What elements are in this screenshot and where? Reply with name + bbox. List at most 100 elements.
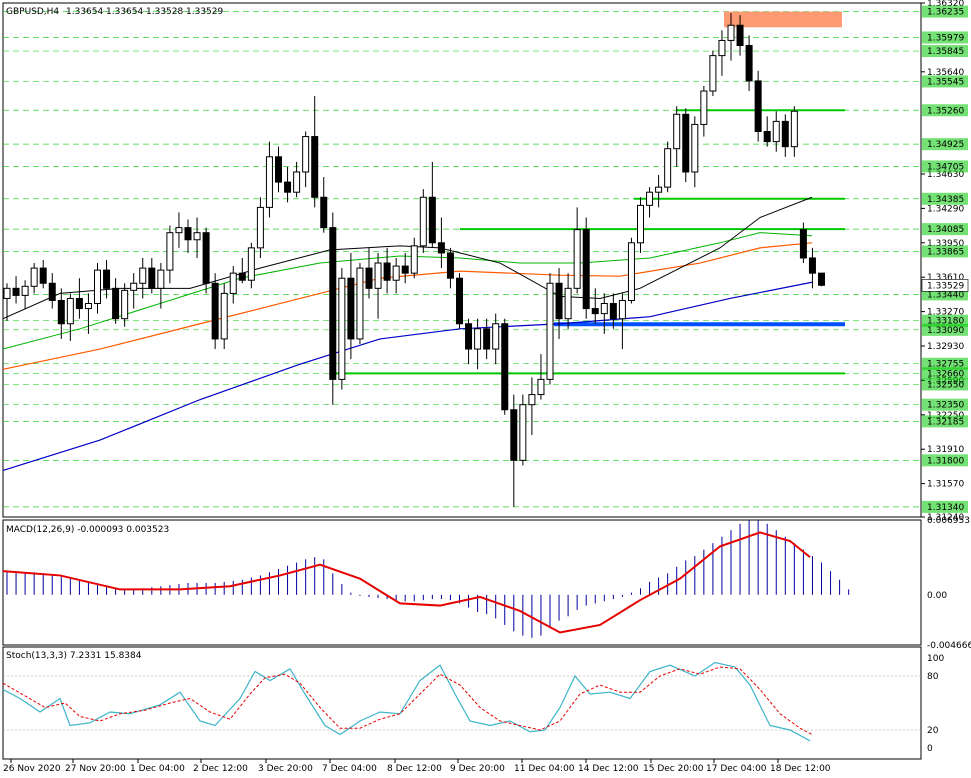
time-label: 11 Dec 04:00 [514,764,575,774]
candle-body [238,272,246,281]
price-axis: 1.36320 1.35640 1.34630 1.34290 1.33950 1.336… [921,0,969,523]
candle-body [419,196,427,247]
candle-body [655,186,663,193]
time-label: 7 Dec 04:00 [322,764,377,774]
candle-body [383,262,391,281]
time-label: 1 Dec 04:00 [130,764,185,774]
candle-body [736,24,744,46]
level-tag-label: 1.32660 [927,369,964,379]
candle-body [437,242,445,254]
price-tick-label: 1.33950 [927,239,964,249]
level-tag [922,160,968,173]
level-tag-label: 1.32550 [927,380,964,390]
stoch-axis-label: 20 [927,726,939,736]
price-tick-label: 1.33610 [927,273,964,283]
candles [3,13,825,507]
candle-body [564,287,572,320]
ma-blue-line [2,281,813,472]
level-tag-label: 1.33440 [927,290,964,300]
candle-body [818,272,825,286]
candle-body [184,227,192,241]
stoch-axis-label: 100 [927,654,944,664]
level-tag [922,367,968,380]
current-price-label: 1.33529 [927,281,964,291]
price-tick-label: 1.33270 [927,308,964,318]
candle-body [57,299,65,325]
candle-body [3,287,11,299]
time-label: 17 Dec 04:00 [706,764,767,774]
level-tag [922,454,968,467]
time-label: 14 Dec 12:00 [578,764,639,774]
candle-body [718,39,726,57]
level-tag-label: 1.35260 [927,106,964,116]
candle-body [555,282,563,320]
candle-body [157,269,165,289]
candle-body [175,227,183,234]
level-tag [922,138,968,151]
candle-body [772,120,780,143]
time-label: 15 Dec 20:00 [643,764,704,774]
candle-body [582,229,590,310]
level-tag [922,45,968,58]
candle-body [66,297,74,325]
candle-body [673,113,681,150]
candle-body [519,404,527,461]
level-tag-label: 1.32350 [927,401,964,411]
candle-body [130,282,138,291]
time-label: 26 Nov 2020 [3,764,61,774]
candle-body [229,272,237,294]
candle-body [591,308,599,315]
level-tag-label: 1.33865 [927,247,964,257]
stoch-axis-label: 0 [927,744,933,754]
level-tag-label: 1.32185 [927,417,964,427]
candle-body [347,277,355,340]
stoch-panel [2,646,922,760]
candle-body [84,303,92,310]
price-tick-label: 1.32930 [927,342,964,352]
price-panel [2,2,922,518]
ma-orange-line [2,242,813,370]
time-axis: 26 Nov 2020 27 Nov 20:00 1 Dec 04:00 2 Dec … [3,759,831,774]
candle-body [329,227,337,380]
time-label: 18 Dec 12:00 [770,764,831,774]
candle-body [474,328,482,350]
candle-body [103,269,111,289]
candle-body [275,156,282,183]
candle-body [139,267,147,284]
candle-body [745,44,753,82]
stoch-signal-line [2,666,813,735]
level-tag-label: 1.34705 [927,162,964,172]
level-tag [922,323,968,336]
current-price-tag [921,279,969,292]
price-tick-label: 1.31910 [927,445,964,455]
level-tag [922,357,968,370]
stochastic-indicator: 100 80 20 0 [2,654,944,754]
time-label: 2 Dec 12:00 [193,764,248,774]
candle-body [609,303,617,320]
candle-body [428,196,436,244]
candle-body [573,229,581,289]
resistance-zone [724,11,842,28]
level-tag [922,75,968,88]
candle-body [410,245,418,274]
candle-body [618,299,626,320]
level-tag-label: 1.33090 [927,326,964,336]
candle-body [247,247,255,281]
level-tag-label: 1.32755 [927,360,964,370]
level-tag [922,378,968,391]
candle-body [682,113,690,173]
candle-body [510,409,518,461]
candle-body [700,90,708,125]
candle-body [284,181,292,193]
level-tag [922,5,968,18]
level-tag-label: 1.35979 [927,34,964,44]
candle-body [311,136,319,198]
macd-signal-line [2,531,811,634]
candle-body [501,323,509,411]
macd-axis-label: -0.004666 [927,641,971,651]
level-tag [922,223,968,236]
candle-body [465,323,473,350]
candle-body [528,394,536,406]
candle-body [627,242,635,301]
